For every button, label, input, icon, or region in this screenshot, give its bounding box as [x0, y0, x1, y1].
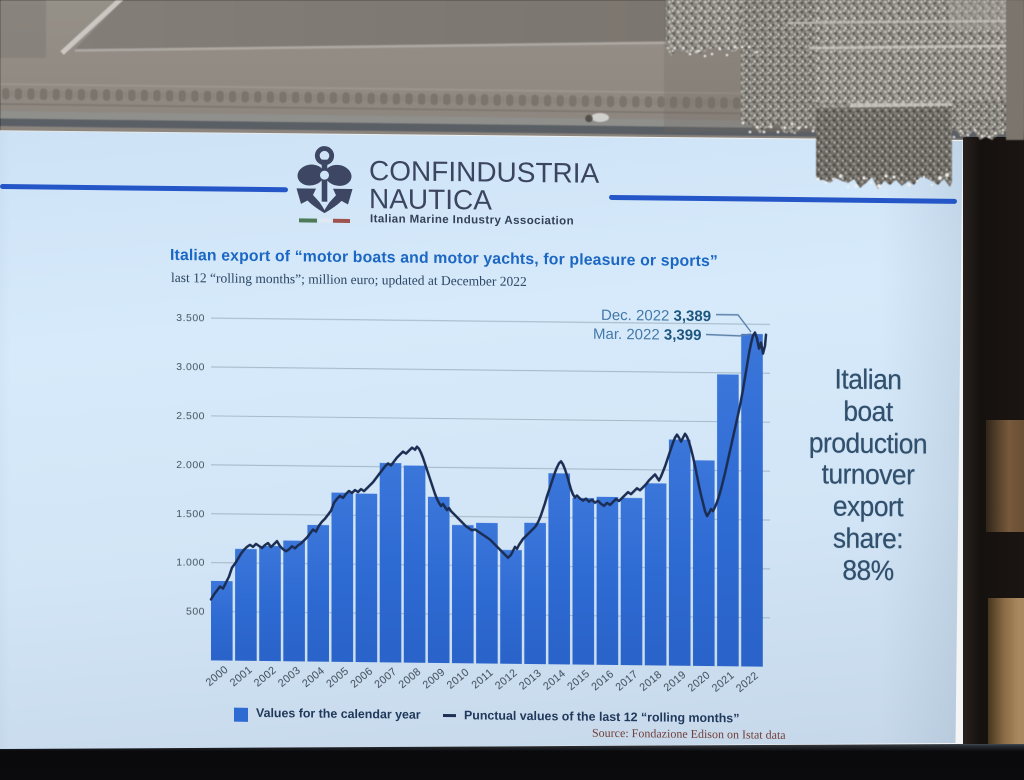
svg-text:3.000: 3.000	[176, 361, 205, 373]
svg-text:2000: 2000	[204, 664, 231, 689]
svg-text:2011: 2011	[469, 667, 495, 692]
svg-text:3.500: 3.500	[176, 312, 205, 324]
svg-text:2005: 2005	[324, 665, 351, 690]
svg-text:500: 500	[186, 606, 205, 618]
svg-text:2014: 2014	[541, 667, 568, 692]
svg-text:2016: 2016	[589, 668, 616, 693]
svg-text:2006: 2006	[348, 665, 375, 690]
svg-text:2003: 2003	[276, 664, 303, 689]
svg-text:2015: 2015	[565, 668, 592, 693]
svg-text:1.000: 1.000	[176, 557, 205, 569]
svg-text:2019: 2019	[662, 669, 689, 694]
svg-text:2021: 2021	[710, 669, 737, 694]
svg-text:1.500: 1.500	[176, 508, 205, 520]
svg-text:2002: 2002	[252, 664, 279, 689]
svg-text:2.000: 2.000	[176, 459, 205, 471]
svg-text:2009: 2009	[421, 666, 448, 691]
svg-text:2020: 2020	[686, 669, 713, 694]
svg-text:2013: 2013	[517, 667, 544, 692]
svg-text:2017: 2017	[613, 668, 640, 693]
svg-text:2004: 2004	[300, 665, 327, 690]
svg-text:2012: 2012	[493, 667, 520, 692]
svg-text:2.500: 2.500	[176, 410, 205, 422]
svg-text:2010: 2010	[445, 666, 472, 691]
svg-text:2022: 2022	[734, 670, 761, 695]
svg-text:2001: 2001	[228, 664, 255, 689]
svg-text:2007: 2007	[372, 666, 399, 691]
svg-text:2018: 2018	[637, 669, 664, 694]
svg-text:2008: 2008	[396, 666, 423, 691]
